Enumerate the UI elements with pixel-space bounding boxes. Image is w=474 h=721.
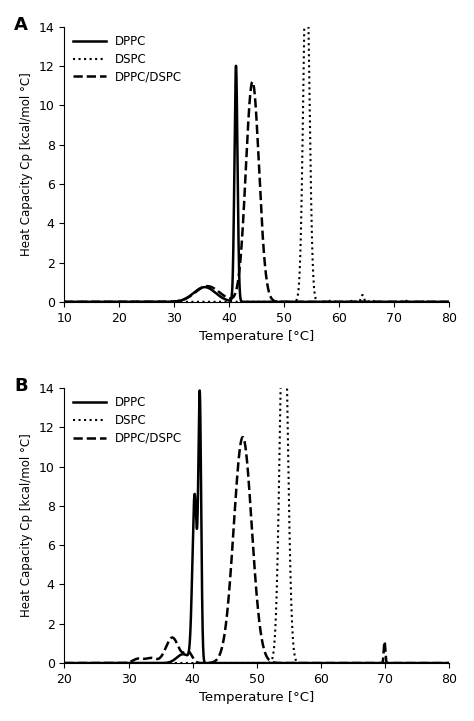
DSPC [312,291,318,299]
DSPC [292,654,298,663]
DPPC [197,386,202,395]
DPPC/DSPC [447,659,452,668]
DPPC/DSPC [131,298,137,306]
Legend: DPPC, DSPC, DPPC/DSPC: DPPC, DSPC, DPPC/DSPC [68,392,187,449]
DSPC [378,298,384,306]
Line: DPPC/DSPC: DPPC/DSPC [64,437,449,663]
Line: DPPC/DSPC: DPPC/DSPC [64,81,449,302]
Line: DSPC: DSPC [64,270,449,663]
DSPC [349,659,355,668]
DPPC [131,298,137,306]
DPPC [447,659,452,668]
DSPC [209,298,214,306]
DPPC/DSPC [209,283,214,291]
X-axis label: Temperature [°C]: Temperature [°C] [199,330,315,343]
Line: DPPC: DPPC [64,66,449,302]
DPPC [312,298,318,306]
DSPC [281,266,287,275]
DPPC [62,298,67,306]
DPPC/DSPC [209,658,214,667]
DSPC [131,298,137,306]
DSPC [312,659,318,668]
DPPC/DSPC [292,298,298,306]
DPPC/DSPC [312,298,318,306]
DSPC [131,659,137,668]
DPPC/DSPC [378,659,384,668]
DPPC/DSPC [240,433,246,441]
Line: DPPC: DPPC [64,391,449,663]
DSPC [447,298,452,306]
DPPC [349,659,355,668]
DPPC [292,659,298,668]
DPPC/DSPC [131,655,137,664]
DSPC [378,659,384,668]
DSPC [349,296,355,305]
DPPC [233,61,239,70]
DPPC/DSPC [378,298,384,306]
DPPC [447,298,452,306]
DPPC [378,298,384,306]
DSPC [62,298,67,306]
DPPC/DSPC [312,659,318,668]
DSPC [62,659,67,668]
Legend: DPPC, DSPC, DPPC/DSPC: DPPC, DSPC, DPPC/DSPC [68,30,187,88]
DPPC/DSPC [349,659,355,668]
DPPC [209,659,214,668]
DPPC/DSPC [292,659,298,668]
X-axis label: Temperature [°C]: Temperature [°C] [199,691,315,704]
DPPC/DSPC [250,77,255,86]
DPPC/DSPC [349,298,355,306]
DPPC/DSPC [447,298,452,306]
DPPC [312,659,318,668]
Y-axis label: Heat Capacity Cp [kcal/mol °C]: Heat Capacity Cp [kcal/mol °C] [20,433,33,617]
DPPC/DSPC [62,659,67,668]
Text: B: B [14,377,28,395]
Text: A: A [14,16,28,34]
DPPC [62,659,67,668]
DPPC [349,298,355,306]
Line: DSPC: DSPC [64,0,449,302]
DPPC [209,286,214,294]
DPPC [292,298,298,306]
DSPC [209,659,214,668]
DPPC [428,659,433,668]
DPPC/DSPC [62,298,67,306]
DPPC [378,659,384,668]
DSPC [447,659,452,668]
Y-axis label: Heat Capacity Cp [kcal/mol °C]: Heat Capacity Cp [kcal/mol °C] [20,72,33,256]
DSPC [292,297,298,306]
DPPC [131,659,137,668]
